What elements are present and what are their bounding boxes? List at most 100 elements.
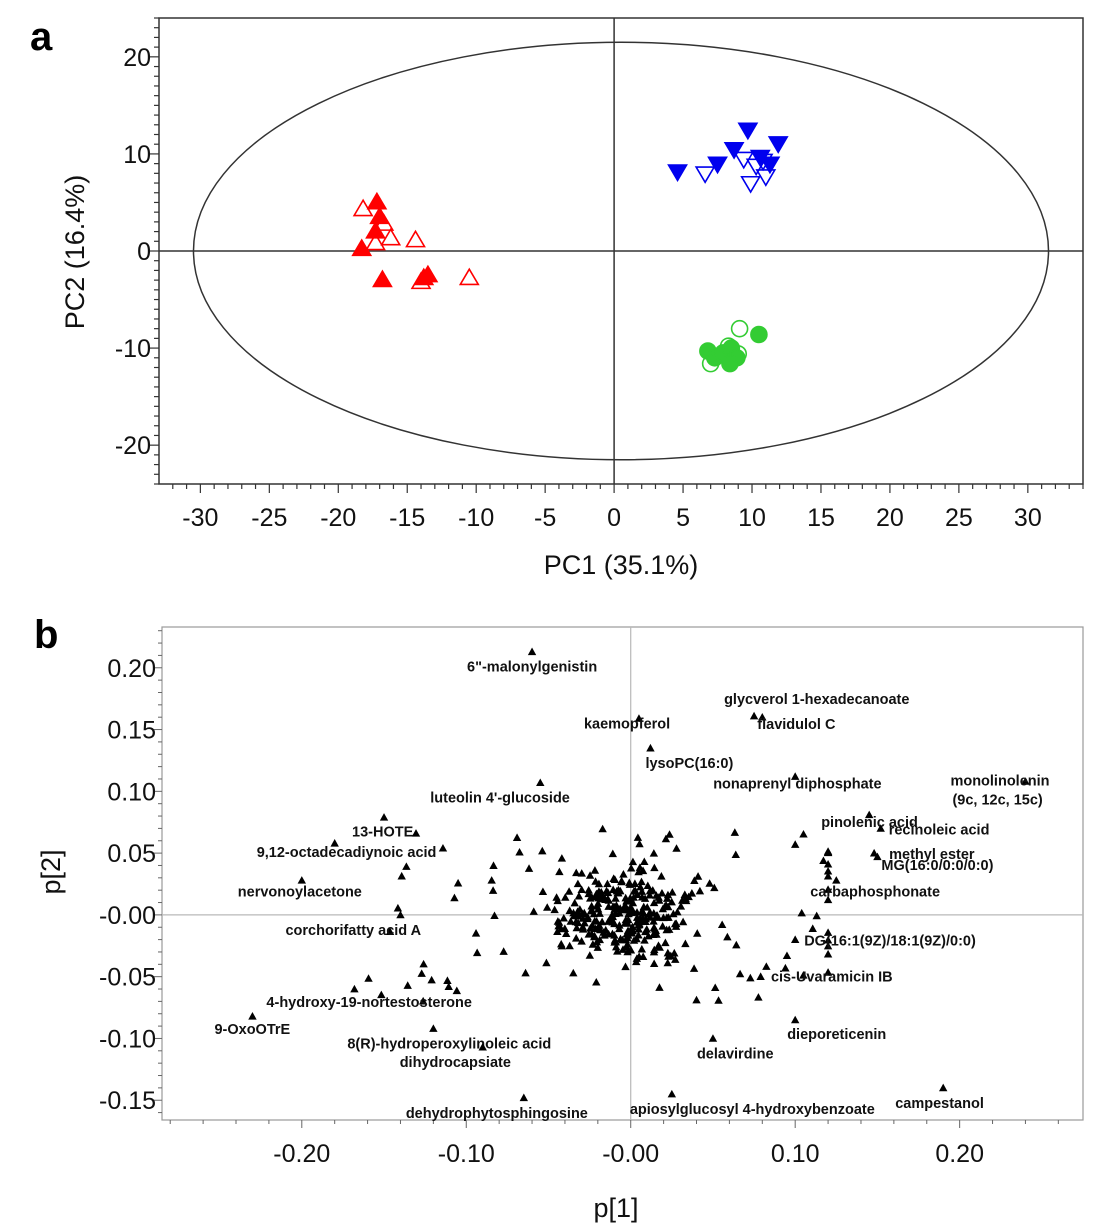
data-point [599,928,608,936]
data-point [823,866,833,875]
point-label: campestanol [895,1096,984,1112]
y-tick-label: 0.15 [107,717,156,745]
data-point [629,936,639,944]
data-point [571,934,581,942]
data-point [410,271,432,290]
labeled-data-point [667,1089,677,1098]
data-point [752,153,774,172]
data-point [561,893,570,901]
data-point [640,936,649,944]
point-label: DG(16:1(9Z)/18:1(9Z)/0:0) [804,934,976,950]
data-point [472,948,482,957]
data-point [411,829,421,837]
data-point [443,976,452,984]
data-point [586,924,595,932]
data-point [557,924,566,933]
point-label: glycverol 1-hexadecanoate [724,692,909,708]
data-point [730,828,740,836]
data-point [609,874,618,882]
y-tick-label: 0.20 [107,655,156,683]
point-label: corchorifatty acid A [285,923,421,939]
data-point [714,996,723,1004]
data-point [403,981,412,989]
data-point [555,867,564,876]
x-tick-label: -15 [389,504,425,532]
data-point [588,940,598,948]
data-point [577,885,586,894]
data-point [628,898,638,907]
data-point [812,911,821,920]
data-point [587,901,596,910]
data-point [587,929,596,938]
data-point [729,345,748,363]
y-tick-label: 10 [123,141,151,169]
data-point [655,943,664,951]
data-point [574,891,584,900]
data-point [515,847,524,856]
data-point [592,977,601,986]
data-point [645,886,655,895]
data-point [633,833,643,841]
data-point [597,887,606,896]
labeled-data-point [876,824,885,832]
data-point [730,319,749,338]
data-point [572,923,581,932]
data-point [397,871,406,880]
data-point [570,898,579,907]
data-point [417,969,426,977]
data-point [577,937,586,945]
data-point [823,859,833,868]
labeled-data-point [749,711,759,720]
y-tick-label: 20 [123,44,151,72]
point-label: flavidulol C [757,717,836,733]
labeled-data-point [519,1093,529,1102]
data-point [578,925,588,933]
data-point [574,911,583,920]
panel-b-label: b [34,613,58,657]
labeled-data-point [248,1012,257,1020]
data-point [590,866,600,874]
point-label: lysoPC(16:0) [645,756,733,772]
labeled-data-point [634,714,644,722]
plot-frame [161,626,1084,1121]
x-tick-label: -0.20 [273,1140,330,1168]
point-label: monolinolenin (9c, 12c, 15c) [950,773,1049,808]
data-point [707,156,728,175]
data-point [595,921,604,929]
data-point [585,871,595,879]
data-point [637,877,646,886]
data-point [608,929,617,938]
x-tick-label: -20 [320,504,356,532]
score-plot-y-label: PC2 (16.4%) [60,175,90,330]
data-point [592,917,601,925]
data-point [823,928,833,936]
point-label: 4-hydroxy-19-nortestosterone [266,995,471,1011]
data-point [823,848,833,857]
y-tick-label: 0 [137,238,151,266]
data-point [664,952,673,960]
point-label: MG(16:0/0:0/0:0) [881,858,993,874]
data-point [823,935,833,944]
data-point [710,883,719,892]
data-point [657,872,666,880]
labeled-data-point [527,647,537,656]
confidence-ellipse [192,41,1050,461]
data-point [621,962,630,971]
data-point [380,227,402,246]
labeled-data-point [832,876,841,884]
x-tick-label: -30 [182,504,218,532]
data-point [583,912,592,921]
point-label: 6"-malonylgenistin [467,660,597,676]
data-point [364,974,373,982]
data-point [623,919,632,927]
data-point [625,880,635,888]
data-point [571,917,581,926]
data-point [569,908,578,917]
data-point [592,937,602,946]
data-point [673,907,682,916]
data-point [580,918,589,927]
data-point [603,879,612,888]
data-point [823,941,833,950]
data-point [580,908,589,917]
data-point [365,232,386,251]
